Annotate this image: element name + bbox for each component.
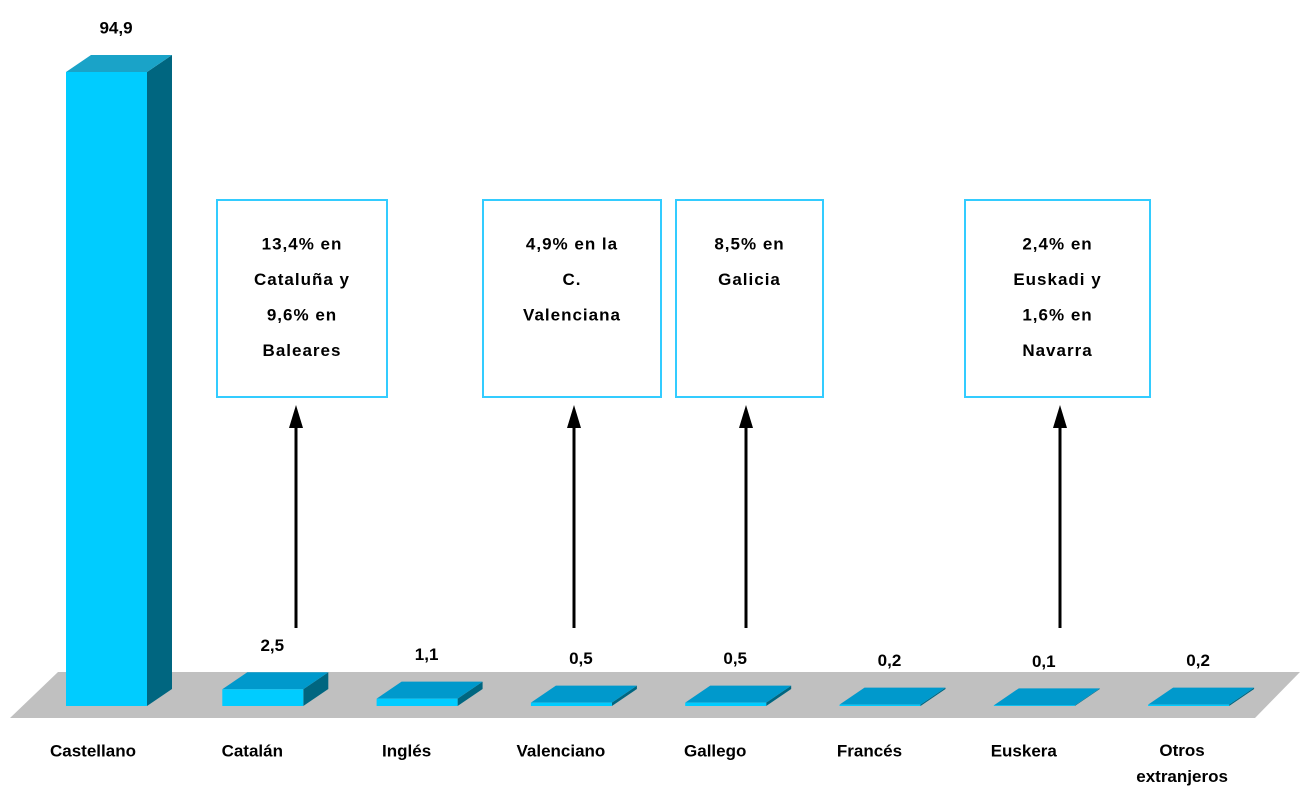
annotation-text: 1,6% en: [1022, 305, 1092, 324]
annotation-text: Euskadi y: [1013, 270, 1101, 289]
annotation-box: [964, 199, 1151, 398]
x-tick-label: Euskera: [991, 741, 1058, 760]
annotation-text: 8,5% en: [714, 234, 784, 253]
bar-top: [685, 685, 792, 703]
annotation-box: [675, 199, 824, 398]
bar-side: [147, 55, 172, 706]
arrow-head: [289, 405, 303, 428]
value-label: 0,1: [1032, 652, 1056, 671]
annotation-text: Galicia: [718, 270, 781, 289]
value-label: 0,5: [569, 649, 593, 668]
annotation-text: Cataluña y: [254, 270, 350, 289]
annotation-text: 2,4% en: [1022, 234, 1092, 253]
bar-side: [1229, 687, 1255, 706]
value-label: 0,5: [723, 649, 747, 668]
x-tick-label: Otros extranjeros: [1136, 741, 1228, 786]
value-label: 1,1: [415, 645, 439, 664]
value-label: 2,5: [260, 636, 284, 655]
arrow-head: [567, 405, 581, 428]
bar-side: [1074, 688, 1100, 706]
x-tick-label: Inglés: [382, 741, 431, 760]
bar-side: [766, 685, 792, 706]
annotation-text: Navarra: [1022, 341, 1092, 360]
bar: [376, 698, 458, 706]
bar: [839, 704, 921, 706]
bar: [1148, 704, 1230, 706]
floor: [10, 672, 1300, 718]
value-label: 0,2: [1186, 651, 1210, 670]
bar-top: [66, 55, 172, 72]
arrow-head: [1053, 405, 1067, 428]
annotation-box: [216, 199, 388, 398]
bar-top: [222, 672, 329, 690]
bar-side: [303, 672, 329, 706]
annotation-text: 13,4% en: [262, 234, 343, 253]
bar-top: [376, 681, 483, 699]
annotation-text: C.: [563, 270, 582, 289]
arrow-head: [739, 405, 753, 428]
bar-top: [993, 688, 1100, 706]
annotation-text: 4,9% en la: [526, 234, 618, 253]
annotation-text: Baleares: [263, 341, 342, 360]
x-tick-label: Francés: [837, 741, 902, 760]
x-tick-label: Catalán: [222, 741, 283, 760]
x-tick-label: Gallego: [684, 741, 746, 760]
bar-top: [1148, 687, 1255, 705]
bar-side: [457, 681, 483, 706]
bar: [222, 689, 304, 706]
bar-top: [530, 685, 637, 703]
x-tick-label: Castellano: [50, 741, 136, 760]
bar-side: [611, 685, 637, 706]
annotation-text: 9,6% en: [267, 305, 337, 324]
bar-side: [920, 687, 946, 706]
value-label: 94,9: [99, 18, 132, 37]
annotation-text: Valenciana: [523, 305, 621, 324]
value-label: 0,2: [878, 651, 902, 670]
bar: [530, 702, 612, 706]
annotation-box: [482, 199, 662, 398]
bar: [685, 702, 767, 706]
bar-top: [839, 687, 946, 705]
x-tick-label: Valenciano: [516, 741, 605, 760]
bar: [993, 705, 1075, 706]
bar: [66, 72, 147, 706]
